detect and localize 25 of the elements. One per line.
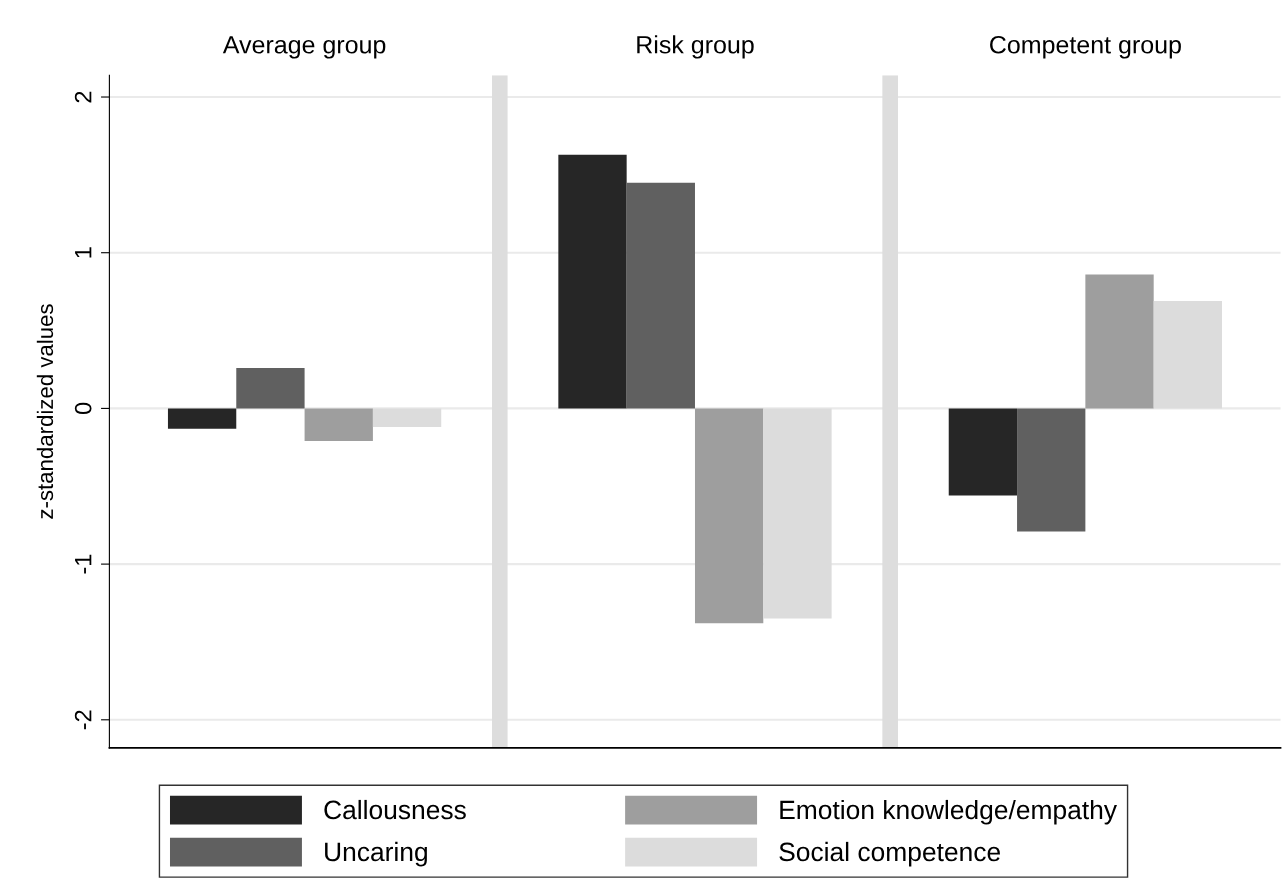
legend-label: Emotion knowledge/empathy xyxy=(780,799,1117,825)
bar xyxy=(372,408,442,428)
bar xyxy=(304,408,373,442)
y-tick-label: 2 xyxy=(74,91,92,103)
bar xyxy=(167,408,237,429)
bar xyxy=(558,154,627,409)
x-tick-label: Risk group xyxy=(637,35,754,59)
x-tick-label: Average group xyxy=(222,36,386,59)
legend-label: Uncaring xyxy=(325,841,427,867)
bar xyxy=(236,367,305,409)
bar xyxy=(1017,408,1086,532)
y-axis-title: z-standardized values xyxy=(36,304,54,519)
bar xyxy=(1153,300,1223,409)
legend-label: Social competence xyxy=(779,841,1000,867)
x-tick-label: Competent group xyxy=(990,35,1181,59)
bar xyxy=(763,408,832,619)
bar xyxy=(626,182,695,409)
y-tick-label: -2 xyxy=(74,710,92,730)
legend-label: Callousness xyxy=(324,799,466,820)
y-tick-label: -1 xyxy=(75,554,92,574)
bar xyxy=(948,408,1018,496)
y-tick-label: 0 xyxy=(74,402,92,415)
bar xyxy=(694,408,764,624)
y-tick-label: 1 xyxy=(75,247,92,258)
bar xyxy=(1085,274,1154,409)
